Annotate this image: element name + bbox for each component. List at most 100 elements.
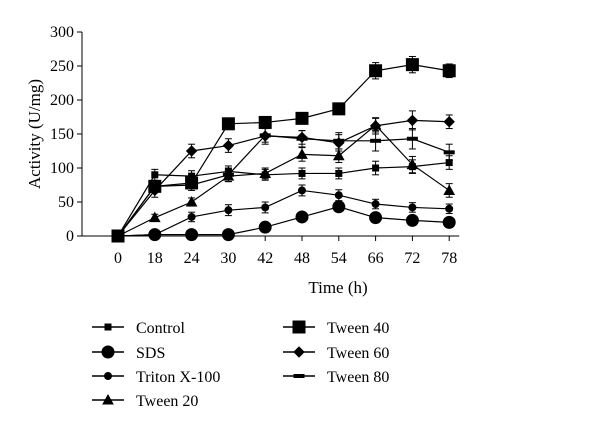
data-point [372,164,380,172]
x-tick-label: 78 [441,250,457,267]
data-point [150,230,159,239]
legend-marker [104,323,112,331]
x-tick-label: 30 [220,250,236,267]
data-point [334,191,343,200]
y-tick-label: 50 [58,194,74,211]
series-triton-x-100 [114,184,454,240]
data-point [224,206,233,215]
data-point [333,138,345,143]
series-control [114,155,453,240]
legend-item-tween-80: Tween 80 [283,369,389,386]
legend-label: SDS [136,345,165,362]
series-line-tween-40 [117,64,450,237]
data-point [221,228,235,242]
series-tween-80 [112,128,455,238]
data-point [295,210,309,224]
data-point [443,184,456,195]
x-tick-label: 42 [257,250,273,267]
data-point [369,64,383,78]
data-point [148,211,161,223]
legend-marker [104,372,112,380]
legend-label: Tween 40 [327,320,389,337]
data-point [112,234,124,238]
data-point [442,215,456,229]
data-point [443,116,455,128]
data-point [408,203,417,212]
data-point [371,200,380,209]
x-tick-label: 18 [147,250,163,267]
legend-item-sds: SDS [92,345,165,362]
data-point [261,203,270,212]
data-point [222,139,235,152]
series-line-sds [117,206,450,237]
data-point [258,115,272,129]
data-point [259,167,272,178]
data-point [298,186,306,195]
legend-label: Tween 60 [327,345,389,362]
data-point [298,169,306,177]
data-point [442,64,456,78]
data-point [151,171,159,179]
data-point [185,145,198,157]
data-point [332,102,346,116]
data-point [332,200,346,214]
data-point [259,133,271,138]
data-point [406,136,418,141]
x-tick-label: 0 [114,250,122,267]
legend-label: Control [136,320,185,337]
data-point [187,212,196,221]
data-point [221,117,235,131]
legend-label: Tween 20 [136,393,198,410]
legend-marker [292,320,306,334]
legend-item-tween-40: Tween 40 [283,320,389,337]
legend-item-control: Control [92,320,185,337]
y-tick-label: 300 [50,24,74,41]
data-point [406,114,419,127]
x-tick-label: 48 [294,250,310,267]
data-point [405,58,419,72]
data-point [335,169,343,177]
y-tick-label: 250 [50,58,74,75]
legend-marker [293,374,305,378]
data-point [258,220,272,234]
y-tick-label: 100 [50,160,74,177]
data-point [186,183,198,187]
legend-item-tween-60: Tween 60 [283,345,389,362]
y-axis-label: Activity (U/mg) [25,79,44,189]
series-line-triton-x-100 [117,189,450,237]
data-point [185,228,199,242]
series-line-tween-20 [117,124,450,237]
legend-marker [101,345,115,359]
data-point [443,150,455,155]
x-tick-label: 72 [404,250,420,267]
series-line-tween-80 [117,134,450,237]
legend-marker [293,346,305,358]
data-point [296,148,308,159]
data-point [222,172,234,177]
data-point [296,136,308,141]
x-tick-label: 24 [184,250,200,267]
y-tick-label: 150 [50,126,74,143]
y-tick-label: 200 [50,92,74,109]
legend-label: Triton X-100 [136,369,220,386]
chart-legend: Control SDS Triton X-100 Tween 20 Tween 40 Tw… [92,320,389,410]
data-point [185,195,198,207]
x-axis-label: Time (h) [308,278,367,297]
data-point [406,158,419,170]
data-point [295,111,309,125]
legend-marker [102,393,114,405]
data-point [332,149,345,161]
data-point [445,204,454,213]
chart-plot-area [111,55,456,243]
series-line-tween-60 [117,119,450,237]
legend-item-triton-x-100: Triton X-100 [92,369,220,386]
data-point [370,138,382,143]
data-point [369,211,383,225]
x-tick-label: 66 [368,250,384,267]
y-tick-label: 0 [66,228,74,245]
x-tick-label: 54 [331,250,347,267]
legend-item-tween-20: Tween 20 [92,393,198,410]
data-point [149,184,161,189]
chart-axes: 0 50 100 150 200 250 300 0 18 24 30 42 48 54 66 72 78 [50,24,460,267]
